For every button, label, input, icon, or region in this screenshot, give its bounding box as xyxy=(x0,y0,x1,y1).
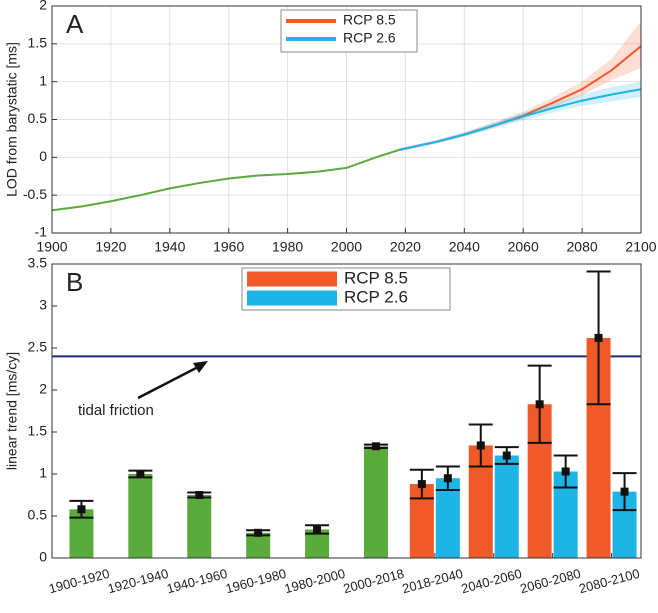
x-tick-label: 1980-2000 xyxy=(283,566,347,597)
mean-marker xyxy=(254,528,263,537)
x-tick-label: 2040-2060 xyxy=(459,566,523,597)
mean-marker xyxy=(371,442,380,451)
y-tick-label: -1 xyxy=(35,224,48,240)
mean-marker xyxy=(620,487,629,496)
bar xyxy=(187,495,212,558)
x-tick-label: 1940-1960 xyxy=(165,566,229,597)
legend-label: RCP 8.5 xyxy=(343,12,396,28)
x-tick-label: 2000-2018 xyxy=(342,566,406,597)
mean-marker xyxy=(195,491,204,499)
legend-label: RCP 2.6 xyxy=(344,287,408,306)
y-tick-label: 2 xyxy=(39,0,47,13)
line xyxy=(399,88,642,151)
x-tick-label: 1980 xyxy=(272,239,303,255)
mean-marker xyxy=(136,470,145,478)
y-tick-label: 3 xyxy=(39,297,47,313)
x-tick-label: 1920-1940 xyxy=(106,566,170,597)
x-tick-label: 1900-1920 xyxy=(47,566,111,597)
mean-marker xyxy=(77,505,86,514)
panel-label: A xyxy=(66,9,84,39)
mean-marker xyxy=(476,441,485,450)
panel-label: B xyxy=(66,267,83,297)
y-tick-label: 0.5 xyxy=(28,507,48,523)
y-tick-label: 1 xyxy=(39,465,47,481)
x-tick-label: 2018-2040 xyxy=(401,566,465,597)
bar xyxy=(128,474,153,558)
x-tick-label: 1900 xyxy=(36,239,67,255)
y-tick-label: 0 xyxy=(39,148,47,164)
x-tick-label: 2040 xyxy=(449,239,480,255)
y-tick-label: 2.5 xyxy=(28,339,48,355)
uncertainty-band xyxy=(399,21,641,152)
annotation-arrow xyxy=(137,364,201,400)
y-tick-label: 0 xyxy=(39,549,47,565)
y-tick-label: 3.5 xyxy=(28,255,48,271)
y-tick-label: 1 xyxy=(39,72,47,88)
bar xyxy=(494,455,519,558)
x-tick-label: 2020 xyxy=(390,239,421,255)
x-tick-label: 1960-1980 xyxy=(224,566,288,597)
mean-marker xyxy=(502,451,511,460)
x-tick-label: 1940 xyxy=(154,239,185,255)
y-tick-label: 2 xyxy=(39,381,47,397)
mean-marker xyxy=(417,480,426,489)
annotation: tidal friction xyxy=(78,402,154,419)
legend-swatch xyxy=(247,271,337,287)
mean-marker xyxy=(313,525,322,534)
y-axis-label: linear trend [ms/cy] xyxy=(4,352,20,470)
mean-marker xyxy=(443,474,452,483)
x-tick-label: 2080-2100 xyxy=(577,566,641,597)
x-tick-label: 2080 xyxy=(567,239,598,255)
x-tick-label: 1960 xyxy=(213,239,244,255)
y-tick-label: 0.5 xyxy=(28,110,48,126)
x-tick-label: 2100 xyxy=(625,239,656,255)
mean-marker xyxy=(535,400,544,409)
legend-label: RCP 2.6 xyxy=(343,30,396,46)
x-tick-label: 2060-2080 xyxy=(518,566,582,597)
y-tick-label: 1.5 xyxy=(28,423,48,439)
bar xyxy=(246,532,271,558)
bar xyxy=(363,446,388,558)
plot-frame xyxy=(51,5,642,234)
legend-label: RCP 8.5 xyxy=(344,268,408,287)
y-axis-label: LOD from barystatic [ms] xyxy=(4,42,20,197)
plot-frame xyxy=(51,263,642,559)
mean-marker xyxy=(594,333,603,342)
bar xyxy=(435,478,460,558)
legend-swatch xyxy=(247,290,337,306)
x-tick-label: 2000 xyxy=(331,239,362,255)
y-tick-label: 1.5 xyxy=(28,35,48,51)
mean-marker xyxy=(561,467,570,476)
legend-box xyxy=(280,9,418,53)
legend-swatch xyxy=(286,19,336,23)
arrow-head xyxy=(193,361,208,373)
legend-swatch xyxy=(286,37,336,41)
x-tick-label: 1920 xyxy=(95,239,126,255)
line xyxy=(51,148,400,212)
y-tick-label: -0.5 xyxy=(23,186,47,202)
x-tick-label: 2060 xyxy=(508,239,539,255)
